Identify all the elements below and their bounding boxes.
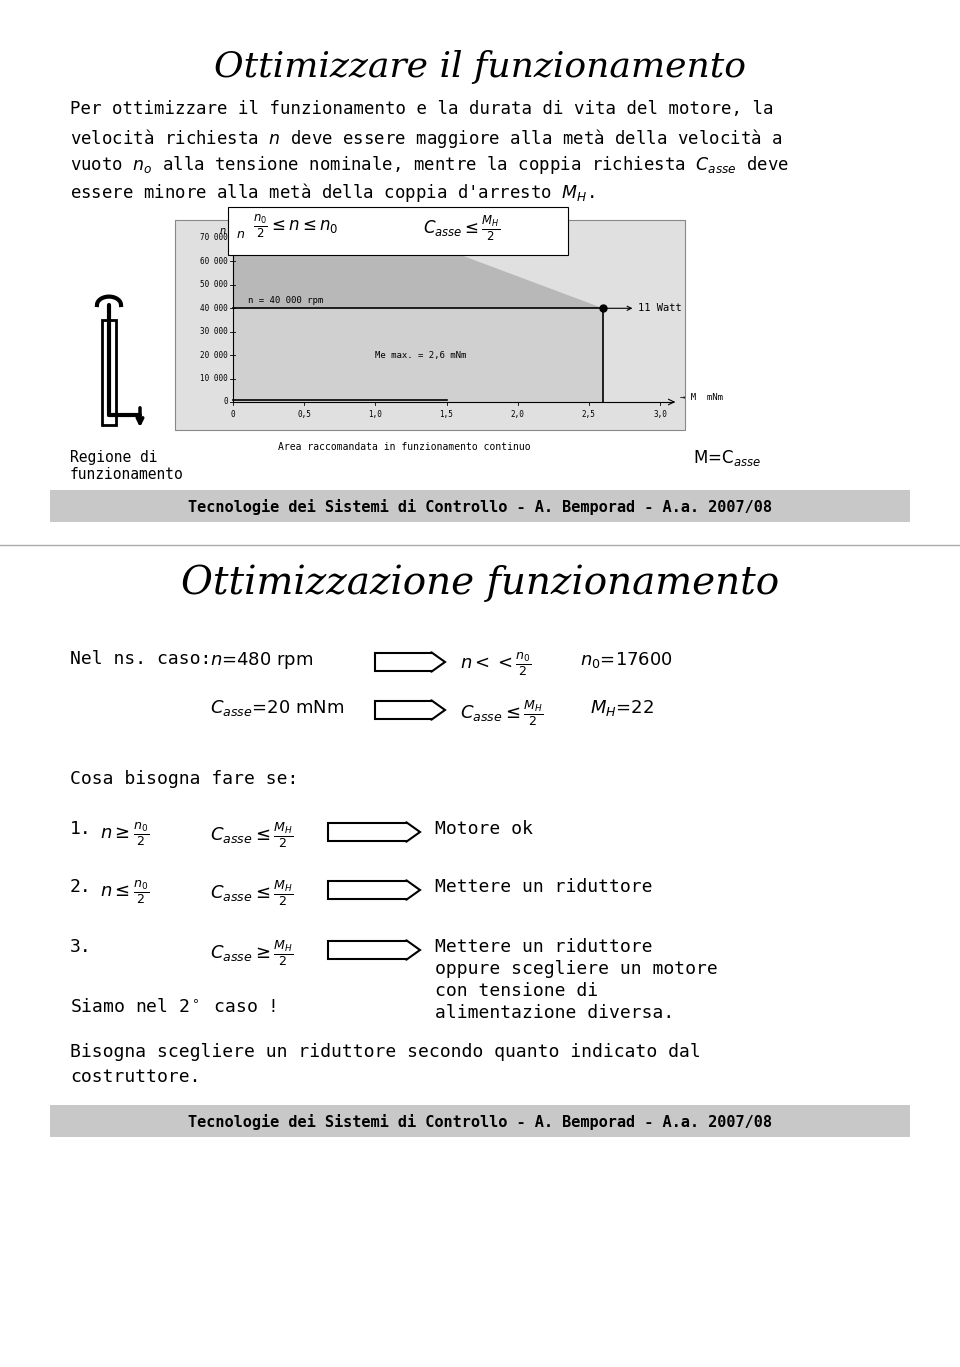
Text: 1,5: 1,5 — [440, 410, 453, 420]
Text: 40 000: 40 000 — [201, 303, 228, 313]
Text: 20 000: 20 000 — [201, 351, 228, 360]
Polygon shape — [233, 250, 603, 402]
Text: Per ottimizzare il funzionamento e la durata di vita del motore, la: Per ottimizzare il funzionamento e la du… — [70, 100, 774, 118]
Bar — [228, 206, 568, 256]
Bar — [50, 489, 910, 522]
Text: 70 000: 70 000 — [201, 234, 228, 242]
Text: Area raccomandata in funzionamento continuo: Area raccomandata in funzionamento conti… — [278, 442, 531, 452]
Polygon shape — [375, 700, 445, 720]
Text: $C_{asse} \leq \frac{M_H}{2}$: $C_{asse} \leq \frac{M_H}{2}$ — [210, 878, 294, 908]
Text: 50 000: 50 000 — [201, 280, 228, 290]
Text: velocità richiesta $n$ deve essere maggiore alla metà della velocità a: velocità richiesta $n$ deve essere maggi… — [70, 127, 782, 150]
Text: $M_H$=22: $M_H$=22 — [590, 699, 654, 718]
Text: Ottimizzazione funzionamento: Ottimizzazione funzionamento — [180, 565, 780, 603]
Polygon shape — [233, 309, 603, 402]
Text: → M  mNm: → M mNm — [680, 392, 723, 402]
Text: 11 Watt: 11 Watt — [606, 303, 682, 313]
Bar — [50, 1105, 910, 1137]
Text: $\frac{n_0}{2} \leq n \leq n_0$: $\frac{n_0}{2} \leq n \leq n_0$ — [253, 213, 339, 241]
Text: 0: 0 — [224, 398, 228, 406]
Polygon shape — [328, 880, 420, 899]
Text: Tecnologie dei Sistemi di Controllo - A. Bemporad - A.a. 2007/08: Tecnologie dei Sistemi di Controllo - A.… — [188, 1114, 772, 1131]
Text: 1,0: 1,0 — [369, 410, 382, 420]
Text: 3.: 3. — [70, 938, 92, 956]
Text: Bisogna scegliere un riduttore secondo quanto indicato dal: Bisogna scegliere un riduttore secondo q… — [70, 1043, 701, 1061]
Text: M=C$_{asse}$: M=C$_{asse}$ — [693, 448, 761, 468]
Text: vuoto $n_o$ alla tensione nominale, mentre la coppia richiesta $C_{asse}$ deve: vuoto $n_o$ alla tensione nominale, ment… — [70, 154, 789, 176]
Text: 0: 0 — [230, 410, 235, 420]
Text: Motore ok: Motore ok — [435, 820, 533, 838]
Text: Mettere un riduttore: Mettere un riduttore — [435, 938, 653, 956]
Text: $C_{asse} \leq \frac{M_H}{2}$: $C_{asse} \leq \frac{M_H}{2}$ — [210, 820, 294, 850]
Text: Tecnologie dei Sistemi di Controllo - A. Bemporad - A.a. 2007/08: Tecnologie dei Sistemi di Controllo - A.… — [188, 499, 772, 515]
Text: $C_{asse}$=20 mNm: $C_{asse}$=20 mNm — [210, 699, 345, 718]
Text: n = 40 000 rpm: n = 40 000 rpm — [248, 297, 324, 305]
Text: ne max. = 65 000 rpm: ne max. = 65 000 rpm — [241, 238, 348, 246]
Text: $C_{asse} \geq \frac{M_H}{2}$: $C_{asse} \geq \frac{M_H}{2}$ — [210, 938, 294, 968]
Text: $n \leq \frac{n_0}{2}$: $n \leq \frac{n_0}{2}$ — [100, 878, 150, 906]
Polygon shape — [328, 940, 420, 960]
Text: Me max. = 2,6 mNm: Me max. = 2,6 mNm — [375, 351, 467, 360]
Text: Mettere un riduttore: Mettere un riduttore — [435, 878, 653, 895]
Text: $C_{asse} \leq \frac{M_H}{2}$: $C_{asse} \leq \frac{M_H}{2}$ — [423, 213, 500, 242]
Text: $C_{asse} \leq \frac{M_H}{2}$: $C_{asse} \leq \frac{M_H}{2}$ — [460, 699, 543, 729]
Text: $n \geq \frac{n_0}{2}$: $n \geq \frac{n_0}{2}$ — [100, 820, 150, 848]
Text: alimentazione diversa.: alimentazione diversa. — [435, 1003, 674, 1023]
Polygon shape — [328, 822, 420, 842]
Text: 60 000: 60 000 — [201, 257, 228, 267]
Text: 2,5: 2,5 — [582, 410, 596, 420]
FancyBboxPatch shape — [102, 320, 116, 425]
Text: essere minore alla metà della coppia d'arresto $M_H$.: essere minore alla metà della coppia d'a… — [70, 180, 594, 204]
Text: oppure scegliere un motore: oppure scegliere un motore — [435, 960, 718, 977]
Text: n: n — [220, 226, 226, 236]
Polygon shape — [375, 652, 445, 673]
Text: 2,0: 2,0 — [511, 410, 524, 420]
Text: $n << \frac{n_0}{2}$: $n << \frac{n_0}{2}$ — [460, 649, 532, 678]
Text: $n_0$=17600: $n_0$=17600 — [580, 649, 673, 670]
Text: Siamo nel 2$^\circ$ caso !: Siamo nel 2$^\circ$ caso ! — [70, 998, 276, 1016]
Text: 3,0: 3,0 — [653, 410, 667, 420]
Text: con tensione di: con tensione di — [435, 982, 598, 1001]
Bar — [175, 220, 685, 431]
Text: Nel ns. caso:: Nel ns. caso: — [70, 649, 211, 668]
Text: $n$: $n$ — [236, 228, 245, 242]
Text: 10 000: 10 000 — [201, 375, 228, 383]
Text: Regione di
funzionamento: Regione di funzionamento — [70, 450, 183, 483]
Text: 1.: 1. — [70, 820, 92, 838]
Text: costruttore.: costruttore. — [70, 1068, 201, 1085]
Text: $n$=480 rpm: $n$=480 rpm — [210, 649, 313, 671]
Text: Ottimizzare il funzionamento: Ottimizzare il funzionamento — [214, 51, 746, 83]
Text: 2.: 2. — [70, 878, 92, 895]
Text: Cosa bisogna fare se:: Cosa bisogna fare se: — [70, 770, 299, 787]
Text: 0,5: 0,5 — [298, 410, 311, 420]
Text: 30 000: 30 000 — [201, 327, 228, 336]
